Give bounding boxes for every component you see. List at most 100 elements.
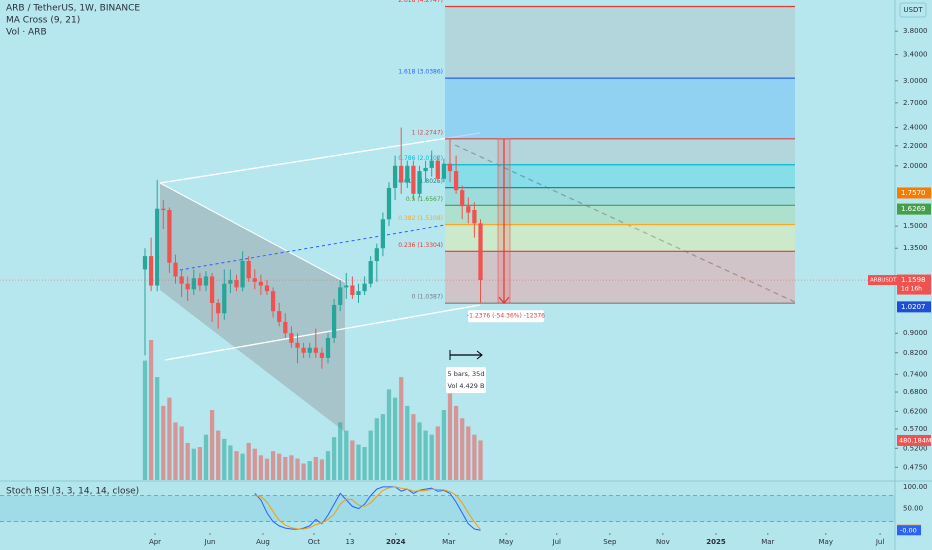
candle-body [435, 160, 440, 179]
volume-bar [167, 397, 172, 480]
volume-bar [270, 451, 276, 480]
candle-body [277, 311, 282, 322]
currency-box[interactable] [899, 2, 927, 18]
x-tick-label: Jun [204, 538, 216, 546]
volume-label-box [897, 434, 931, 446]
price-label: 1.1598 [901, 276, 926, 284]
y-tick-label: 0.7400 [903, 370, 928, 378]
volume-bar [338, 422, 343, 480]
x-tick-label: Apr [149, 538, 161, 546]
volume-bar [252, 448, 257, 480]
y-tick-label: 2.2000 [903, 142, 928, 150]
candle-body [417, 171, 422, 194]
candle-body [405, 165, 410, 183]
candles [142, 127, 483, 369]
price-label: 1.0207 [901, 303, 926, 311]
y-tick-label: 1.5000 [903, 222, 928, 230]
price-label-box [897, 203, 931, 215]
volume-bar [447, 393, 453, 480]
fib-label: 2.618 (4.2747) [398, 0, 443, 4]
volume-bar [203, 434, 209, 480]
candle-body [283, 321, 288, 334]
volume-bar [185, 442, 190, 480]
chart-title: ARB / TetherUS, 1W, BINANCE [6, 4, 140, 14]
measure-arrow-head [498, 296, 510, 305]
x-tick-label: 2025 [706, 538, 726, 546]
volume-label: 480.184M [899, 436, 932, 444]
x-tick-label: 13 [345, 538, 354, 546]
candle-body [295, 342, 300, 348]
price-label: 1.6269 [901, 205, 926, 213]
x-tick-label: Oct [308, 538, 320, 546]
fib-zone [445, 164, 795, 188]
volume-bar [356, 444, 361, 480]
fib-label: 0.236 (1.3304) [398, 242, 443, 249]
volume-bar [374, 418, 379, 480]
fib-label: 0.382 (1.5108) [398, 215, 443, 222]
volume-bar [283, 456, 288, 480]
candle-body [173, 262, 178, 277]
candle-body [209, 276, 215, 303]
indicator-label: MA Cross (9, 21) [6, 16, 80, 26]
volume-bar [423, 430, 428, 480]
range-label: Vol 4.429 B [448, 382, 485, 390]
fib-retracement: 2.618 (4.2747) 1.618 (3.0386) 1 (2.2747) 0.… [398, 0, 795, 323]
symbol-label: ARBUSDT [870, 278, 897, 284]
volume-bar [411, 414, 416, 480]
candle-body [319, 352, 325, 358]
y-tick-label: 3.4000 [903, 51, 928, 59]
volume-bar [301, 463, 306, 480]
candle-body [264, 285, 270, 292]
volume-bar [234, 451, 239, 480]
measure-label: -1.2376 (-54.36%) -12376 [467, 313, 545, 320]
fib-label: 0.786 (2.0102) [398, 155, 443, 162]
candle-body [234, 280, 239, 288]
candle-body [161, 208, 166, 210]
candle-body [148, 256, 154, 286]
candle-body [179, 276, 184, 284]
candle-body [301, 347, 306, 353]
candle-body [478, 223, 483, 281]
x-tick-label: 2024 [386, 538, 406, 546]
x-tick-label: Jul [875, 538, 885, 546]
y-tick-label: 1.3500 [903, 244, 928, 252]
mid-line [179, 224, 446, 271]
volume-bar [435, 426, 440, 480]
x-tick-label: Mar [442, 538, 455, 546]
candle-body [447, 163, 453, 172]
x-tick-label: Nov [656, 538, 670, 546]
rsi-tick-label: 50.00 [903, 505, 923, 513]
candle-body [155, 208, 160, 286]
candle-body [453, 171, 459, 191]
fib-zone [445, 78, 795, 139]
y-tick-label: 2.4000 [903, 124, 928, 132]
candle-body [374, 248, 379, 262]
volume-bar [441, 410, 447, 480]
channel-line [159, 182, 346, 283]
price-label-box [897, 274, 931, 295]
fib-zone [445, 187, 795, 206]
candle-body [289, 333, 294, 343]
x-tick-label: Jul [552, 538, 562, 546]
rsi-tick-label: 100.00 [903, 483, 928, 491]
currency: USDT [903, 6, 923, 14]
volume-bar [386, 389, 392, 480]
price-countdown: 1d 16h [901, 286, 922, 293]
volume-bar [405, 405, 410, 480]
channel-line [164, 304, 481, 361]
range-label: 5 bars, 35d [448, 370, 485, 378]
fib-label: 1 (2.2747) [412, 129, 443, 136]
volume-bar [240, 453, 245, 480]
fib-label: 0 (1.0387) [412, 294, 443, 301]
volume-bar [179, 426, 184, 480]
volume-bar [460, 418, 465, 480]
y-tick-label: 0.9000 [903, 329, 928, 337]
volume-bar [216, 430, 221, 480]
y-tick-label: 2.0000 [903, 162, 928, 170]
volume-bar [258, 455, 264, 480]
volume-bar [313, 456, 318, 480]
volume-bar [331, 437, 337, 480]
candle-body [191, 278, 196, 290]
indicator-label: Vol · ARB [6, 28, 47, 38]
